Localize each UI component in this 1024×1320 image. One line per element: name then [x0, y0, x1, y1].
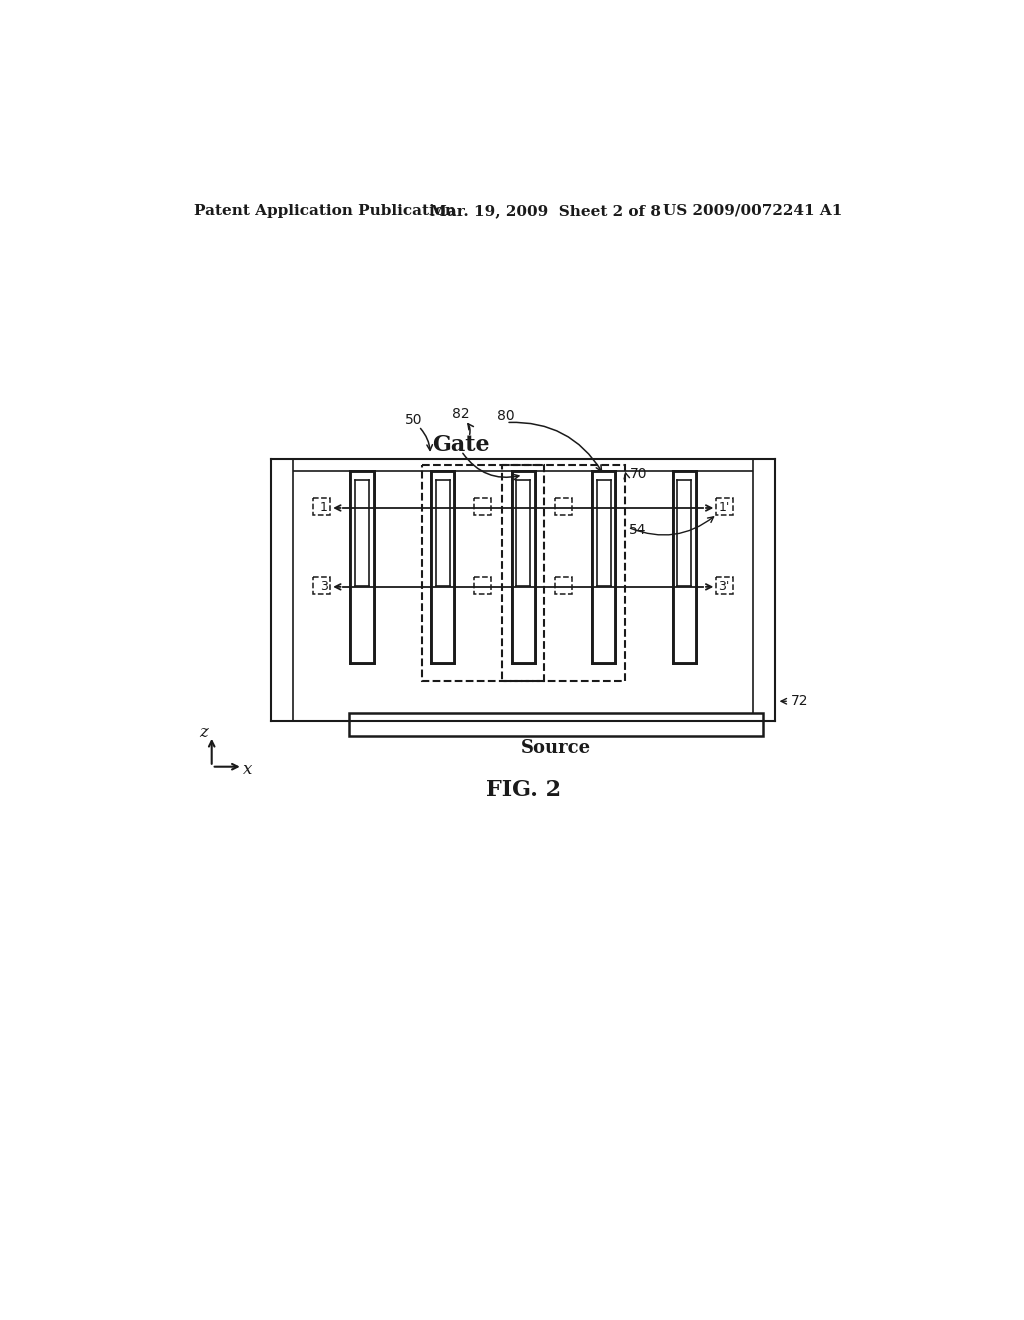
Bar [313, 577, 331, 594]
Bar [422, 465, 544, 681]
Bar [431, 471, 455, 664]
Text: Source: Source [521, 739, 591, 758]
Bar [271, 459, 293, 721]
Bar [716, 577, 733, 594]
Bar [716, 498, 733, 515]
Bar [435, 475, 451, 661]
Text: Patent Application Publication: Patent Application Publication [194, 203, 456, 218]
Bar [677, 475, 692, 661]
Text: FIG. 2: FIG. 2 [485, 779, 561, 801]
Bar [673, 471, 696, 664]
Bar [350, 471, 374, 664]
Text: 3': 3' [719, 581, 730, 594]
Bar [271, 459, 775, 471]
Bar [516, 475, 530, 664]
Text: 80: 80 [498, 409, 515, 424]
Text: Mar. 19, 2009  Sheet 2 of 8: Mar. 19, 2009 Sheet 2 of 8 [430, 203, 662, 218]
Bar [435, 475, 450, 664]
Text: 3: 3 [321, 581, 328, 594]
Bar [596, 475, 611, 661]
Text: 1: 1 [321, 502, 328, 515]
Text: z: z [200, 725, 208, 742]
Bar [354, 475, 370, 661]
Bar [592, 471, 615, 664]
Bar [512, 471, 535, 664]
Text: US 2009/0072241 A1: US 2009/0072241 A1 [663, 203, 842, 218]
Bar [503, 465, 625, 681]
Bar [431, 471, 455, 664]
Bar [592, 471, 615, 664]
Bar [474, 498, 492, 515]
Text: 70: 70 [630, 467, 647, 480]
Text: 82: 82 [453, 407, 470, 421]
Bar [355, 475, 369, 664]
Bar [349, 713, 763, 737]
Text: 1': 1' [719, 502, 730, 515]
Bar [313, 498, 331, 515]
Bar [673, 471, 696, 664]
Text: 54: 54 [630, 523, 647, 536]
Bar [474, 577, 492, 594]
Bar [555, 577, 572, 594]
Bar [597, 475, 611, 664]
Bar [555, 498, 572, 515]
Bar [515, 475, 531, 661]
Bar [512, 471, 535, 664]
Text: 50: 50 [404, 413, 422, 428]
Bar [678, 475, 691, 664]
Text: Gate: Gate [432, 434, 490, 455]
Bar [350, 471, 374, 664]
Text: 72: 72 [791, 694, 808, 709]
Bar [754, 459, 775, 721]
Text: x: x [243, 762, 252, 779]
